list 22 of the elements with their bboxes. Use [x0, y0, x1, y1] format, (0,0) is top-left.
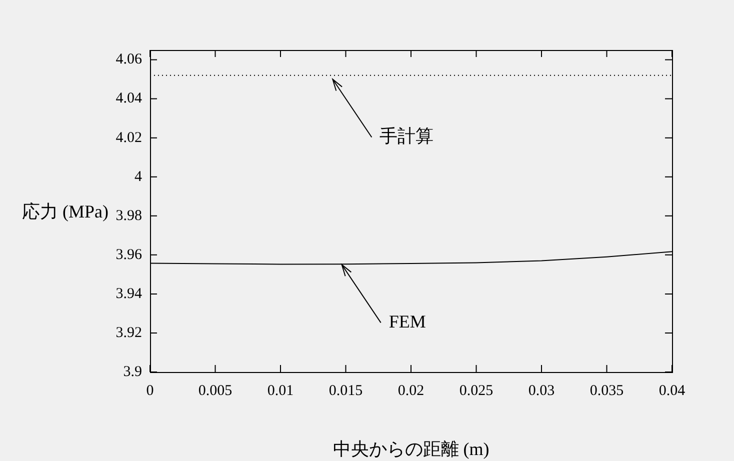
x-tick-label: 0.015	[328, 382, 363, 399]
x-tick-label: 0	[146, 382, 154, 399]
y-tick-label: 3.96	[116, 246, 142, 263]
y-tick-label: 4.02	[116, 130, 142, 146]
annotation: 手計算	[380, 126, 434, 146]
y-tick-label: 4.06	[116, 52, 142, 68]
annotation: FEM	[388, 311, 426, 332]
x-tick-label: 0.035	[590, 382, 624, 399]
x-tick-label: 0.025	[459, 382, 494, 399]
y-tick-label: 3.9	[123, 364, 142, 380]
x-tick-label: 0.005	[198, 382, 232, 399]
y-tick-label: 4	[134, 168, 142, 185]
x-tick-label: 0.04	[658, 382, 686, 399]
y-tick-label: 4.04	[116, 90, 142, 107]
x-tick-label: 0.02	[398, 382, 424, 399]
y-axis-title: 応力 (MPa)	[22, 202, 108, 222]
x-tick-label: 0.03	[528, 382, 555, 399]
y-tick-label: 3.92	[116, 324, 142, 341]
x-axis-title: 中央からの距離 (m)	[332, 438, 490, 459]
y-tick-label: 3.94	[116, 286, 142, 302]
x-tick-label: 0.01	[267, 382, 294, 399]
y-tick-label: 3.98	[116, 208, 142, 224]
